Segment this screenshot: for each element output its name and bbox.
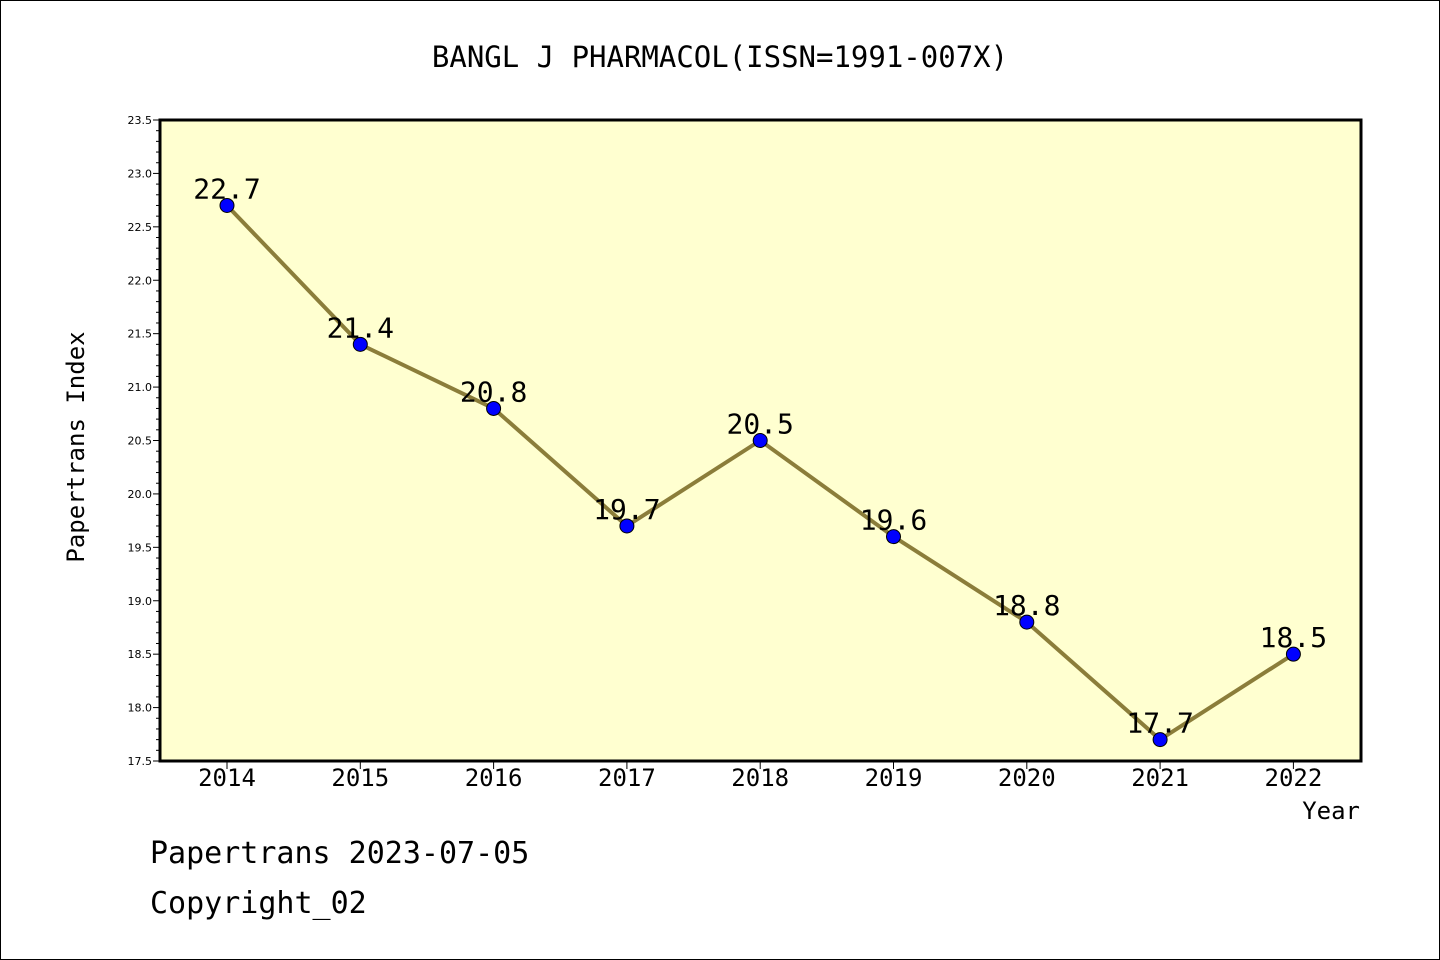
data-point-marker (619, 518, 635, 534)
y-tick-label: 21.0 (128, 381, 153, 394)
y-tick-label: 22.0 (128, 274, 153, 287)
data-label: 20.8 (460, 375, 527, 408)
y-tick-label: 20.0 (128, 488, 153, 501)
data-label: 17.7 (1126, 707, 1193, 740)
x-axis: 2014 2015 2016 2017 2018 2019 2020 2021 2022 (198, 761, 1322, 792)
x-axis-label: Year (1302, 797, 1360, 825)
data-point-marker (219, 197, 235, 213)
y-tick-label: 18.0 (128, 702, 153, 715)
data-point-marker (1152, 732, 1168, 748)
y-tick-label: 22.5 (128, 221, 153, 234)
y-tick-label: 23.0 (128, 167, 153, 180)
x-tick-label: 2020 (998, 764, 1056, 792)
data-point-marker (486, 400, 502, 416)
y-tick-label: 19.5 (128, 541, 153, 554)
y-tick-label: 17.5 (128, 755, 153, 768)
y-axis-label: Papertrans Index (62, 331, 90, 562)
data-label: 19.7 (593, 493, 660, 526)
x-tick-label: 2021 (1131, 764, 1189, 792)
x-tick-label: 2014 (198, 764, 256, 792)
x-tick-label: 2022 (1265, 764, 1323, 792)
footer-date: Papertrans 2023-07-05 (150, 836, 529, 871)
data-point-marker (1285, 646, 1301, 662)
marker-group (219, 197, 1301, 748)
x-tick-label: 2015 (331, 764, 389, 792)
chart-title: BANGL J PHARMACOL(ISSN=1991-007X) (432, 40, 1008, 74)
data-label: 21.4 (327, 311, 394, 344)
data-label: 22.7 (193, 172, 260, 205)
y-axis: 17.5 18.0 18.5 19.0 19.5 20.0 20.5 21.0 21.5 22.0… (128, 114, 160, 768)
y-tick-label: 18.5 (128, 648, 153, 661)
y-tick-label: 19.0 (128, 595, 153, 608)
data-label: 19.6 (860, 504, 927, 537)
data-label: 20.5 (726, 408, 793, 441)
data-label-group: 22.7 21.4 20.8 19.7 20.5 19.6 18.8 17.7 18.5 (193, 172, 1327, 739)
x-tick-label: 2018 (731, 764, 789, 792)
footer-copyright: Copyright_02 (150, 886, 367, 921)
x-tick-label: 2017 (598, 764, 656, 792)
data-label: 18.8 (993, 589, 1060, 622)
data-point-marker (1019, 614, 1035, 630)
data-point-marker (352, 336, 368, 352)
data-point-marker (752, 433, 768, 448)
data-point-marker (886, 529, 901, 545)
y-tick-label: 23.5 (128, 114, 153, 127)
y-tick-label: 20.5 (128, 435, 153, 448)
x-tick-label: 2016 (465, 764, 523, 792)
data-label: 18.5 (1260, 621, 1327, 654)
y-tick-label: 21.5 (128, 328, 153, 341)
x-tick-label: 2019 (865, 764, 923, 792)
